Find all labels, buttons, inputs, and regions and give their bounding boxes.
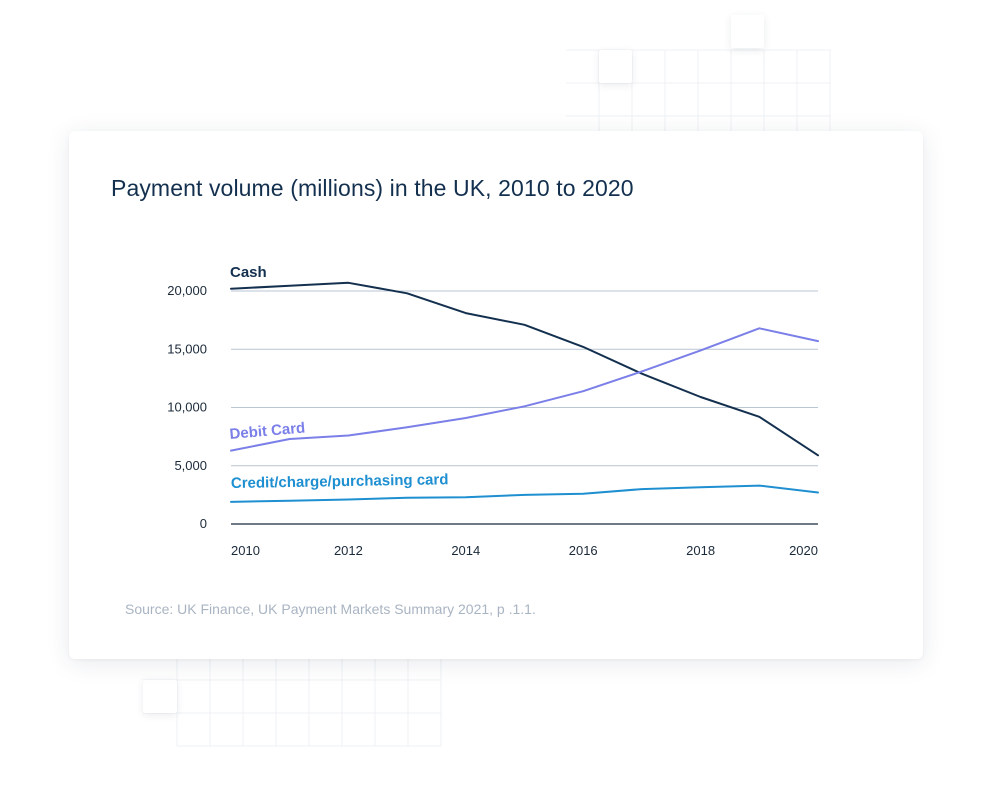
chart-title: Payment volume (millions) in the UK, 201… bbox=[111, 175, 634, 201]
grid-lines-bottom bbox=[143, 650, 442, 747]
chart-card: Payment volume (millions) in the UK, 201… bbox=[69, 131, 923, 659]
decorative-grid-top bbox=[566, 15, 831, 135]
decorative-square bbox=[599, 50, 632, 83]
series-group bbox=[230, 281, 819, 503]
decorative-grid-bottom bbox=[143, 650, 443, 750]
grid-lines-top bbox=[566, 49, 831, 135]
x-tick-label: 2018 bbox=[686, 543, 715, 558]
decorative-square bbox=[731, 15, 764, 48]
y-tick-label: 5,000 bbox=[174, 458, 207, 473]
series-label-credit: Credit/charge/purchasing card bbox=[231, 471, 449, 492]
series-line-cash bbox=[230, 281, 819, 457]
x-tick-label: 2020 bbox=[789, 543, 818, 558]
x-tick-label: 2014 bbox=[451, 543, 480, 558]
decorative-square bbox=[143, 680, 177, 713]
x-tick-label: 2016 bbox=[569, 543, 598, 558]
x-axis-ticks: 2010 2012 2014 2016 2018 2020 bbox=[231, 543, 818, 558]
y-tick-label: 15,000 bbox=[167, 341, 207, 356]
series-line-debit bbox=[230, 327, 819, 452]
x-tick-label: 2010 bbox=[231, 543, 260, 558]
y-tick-label: 20,000 bbox=[167, 283, 207, 298]
series-label-cash: Cash bbox=[230, 264, 267, 281]
source-note: Source: UK Finance, UK Payment Markets S… bbox=[125, 601, 536, 617]
series-label-debit: Debit Card bbox=[229, 419, 306, 443]
x-tick-label: 2012 bbox=[334, 543, 363, 558]
y-tick-label: 0 bbox=[200, 516, 207, 531]
gridlines bbox=[231, 290, 818, 525]
y-axis-ticks: 0 5,000 10,000 15,000 20,000 bbox=[167, 283, 207, 531]
y-tick-label: 10,000 bbox=[167, 400, 207, 415]
series-line-credit bbox=[230, 484, 819, 503]
series-labels: Cash Debit Card Credit/charge/purchasing c… bbox=[229, 264, 449, 492]
